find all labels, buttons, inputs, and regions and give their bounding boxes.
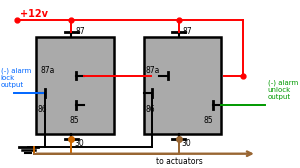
Text: 30: 30 <box>74 139 84 148</box>
Text: 87a: 87a <box>145 66 160 75</box>
Text: 86: 86 <box>145 104 155 114</box>
Text: 85: 85 <box>203 116 213 125</box>
Bar <box>144 36 221 134</box>
Text: 30: 30 <box>181 139 191 148</box>
Text: (-) alarm
lock
output: (-) alarm lock output <box>1 68 31 88</box>
Text: 85: 85 <box>69 116 79 125</box>
Text: +12v: +12v <box>20 9 48 19</box>
Text: 87a: 87a <box>40 66 55 75</box>
Text: to actuators: to actuators <box>156 157 203 166</box>
Text: 87: 87 <box>183 27 192 36</box>
Text: 86: 86 <box>38 104 47 114</box>
Text: (-) alarm
unlock
output: (-) alarm unlock output <box>268 79 298 100</box>
Bar <box>37 36 114 134</box>
Text: 87: 87 <box>75 27 85 36</box>
